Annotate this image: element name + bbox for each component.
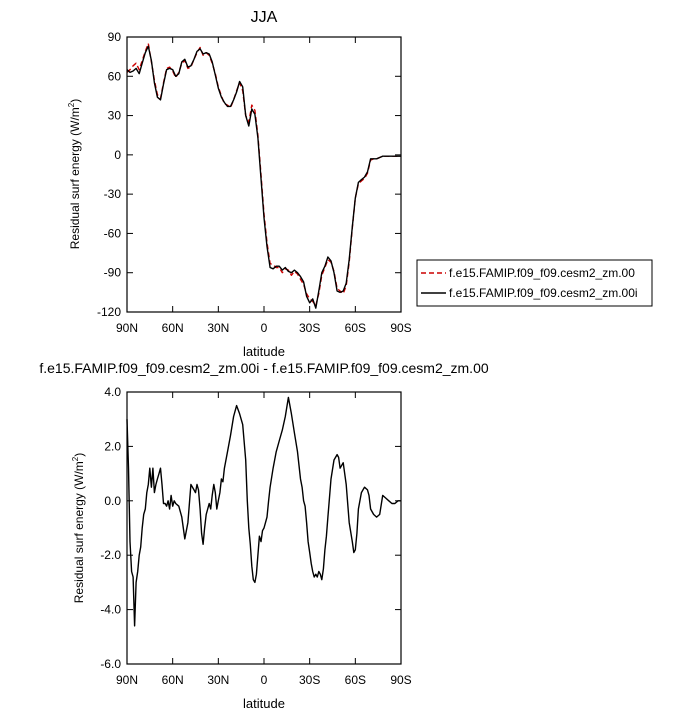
- bottom-y-tick-label: 4.0: [104, 385, 121, 399]
- bottom-x-axis-label: latitude: [243, 696, 285, 711]
- top-y-tick-label: -60: [104, 226, 122, 240]
- bottom-y-tick-label: -4.0: [100, 603, 121, 617]
- top-x-axis-label: latitude: [243, 344, 285, 359]
- top-x-tick-label: 90S: [390, 321, 411, 335]
- top-y-tick-label: -90: [104, 266, 122, 280]
- top-ticks-group: 90N 60N 30N 0 30S 60S 90S 90 60 30 0 -30 -60 -90 -120: [97, 30, 412, 335]
- bottom-chart-title: f.e15.FAMIP.f09_f09.cesm2_zm.00i - f.e15…: [39, 360, 488, 376]
- bottom-x-tick-label: 90S: [390, 673, 411, 687]
- bottom-series-line-0: [126, 396, 401, 627]
- top-y-axis-label-close: ): [68, 99, 82, 103]
- top-y-axis-label-exponent: 2: [67, 102, 76, 107]
- top-x-tick-label: 60S: [345, 321, 366, 335]
- bottom-x-tick-label: 30S: [299, 673, 320, 687]
- top-y-axis-label: Residual surf energy (W/m2): [67, 99, 82, 250]
- top-x-tick-label: 60N: [162, 321, 184, 335]
- top-y-tick-label: 90: [108, 30, 122, 44]
- bottom-ticks-group: 90N 60N 30N 0 30S 60S 90S 4.0 2.0 0.0 -2.0 -4.0 -6.0: [100, 385, 411, 687]
- top-plot-frame: [126, 36, 402, 313]
- bottom-x-tick-label: 60S: [345, 673, 366, 687]
- bottom-y-tick-label: 0.0: [104, 494, 121, 508]
- legend-box: [416, 259, 653, 307]
- top-x-tick-label: 30S: [299, 321, 320, 335]
- bottom-series-group: [126, 396, 401, 627]
- bottom-y-axis-label-close: ): [72, 453, 86, 457]
- top-y-tick-label: 30: [108, 109, 122, 123]
- bottom-y-tick-label: -2.0: [100, 548, 121, 562]
- top-y-axis-label-main: Residual surf energy (W/m: [68, 107, 82, 249]
- top-y-tick-label: 0: [114, 148, 121, 162]
- bottom-y-axis-label-exponent: 2: [71, 456, 80, 461]
- bottom-x-tick-label: 30N: [207, 673, 229, 687]
- bottom-y-tick-label: 2.0: [104, 439, 121, 453]
- top-series-group: [126, 42, 401, 309]
- top-y-tick-label: -120: [97, 305, 121, 319]
- top-y-tick-label: 60: [108, 69, 122, 83]
- bottom-x-tick-label: 0: [261, 673, 268, 687]
- top-x-tick-label: 30N: [207, 321, 229, 335]
- top-series-line-0: [126, 42, 401, 307]
- top-series-line-1: [126, 45, 401, 309]
- top-chart-title: JJA: [251, 9, 278, 26]
- bottom-x-tick-label: 90N: [116, 673, 138, 687]
- bottom-y-tick-label: -6.0: [100, 657, 121, 671]
- bottom-y-axis-label: Residual surf energy (W/m2): [71, 453, 86, 604]
- top-x-tick-label: 0: [261, 321, 268, 335]
- top-x-tick-label: 90N: [116, 321, 138, 335]
- legend-label-00: f.e15.FAMIP.f09_f09.cesm2_zm.00: [449, 266, 635, 280]
- bottom-x-tick-label: 60N: [162, 673, 184, 687]
- top-chart: JJA 90N 60N 30N 0 30S 60S 90S 90 60 30 0 -30 -60 -90 -…: [67, 9, 653, 359]
- bottom-y-axis-label-main: Residual surf energy (W/m: [72, 461, 86, 603]
- legend-label-00i: f.e15.FAMIP.f09_f09.cesm2_zm.00i: [449, 286, 638, 300]
- bottom-chart: f.e15.FAMIP.f09_f09.cesm2_zm.00i - f.e15…: [39, 360, 488, 711]
- top-y-tick-label: -30: [104, 187, 122, 201]
- legend: f.e15.FAMIP.f09_f09.cesm2_zm.00 f.e15.FA…: [416, 259, 653, 307]
